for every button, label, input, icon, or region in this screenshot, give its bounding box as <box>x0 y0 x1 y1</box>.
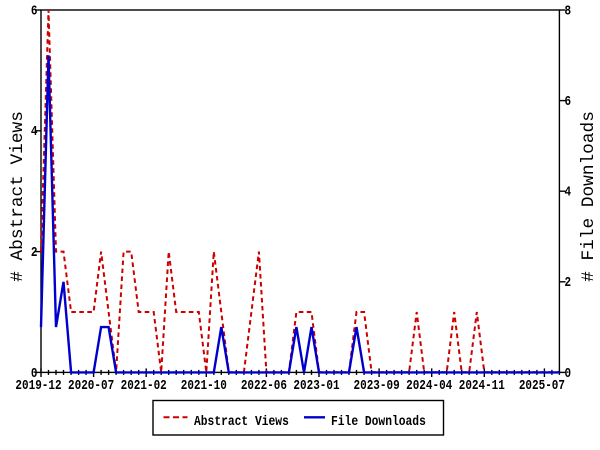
svg-text:2023-01: 2023-01 <box>293 378 339 393</box>
svg-text:6: 6 <box>31 3 38 18</box>
svg-text:File Downloads: File Downloads <box>331 414 426 429</box>
svg-text:2023-09: 2023-09 <box>354 378 400 393</box>
svg-text:2021-10: 2021-10 <box>181 378 227 393</box>
svg-text:Abstract Views: Abstract Views <box>194 414 289 429</box>
svg-text:4: 4 <box>31 124 38 139</box>
svg-text:2019-12: 2019-12 <box>15 378 61 393</box>
svg-text:0: 0 <box>31 366 38 381</box>
svg-text:# Abstract Views: # Abstract Views <box>8 111 28 282</box>
svg-text:# File Downloads: # File Downloads <box>579 111 599 282</box>
svg-text:2020-07: 2020-07 <box>68 378 114 393</box>
svg-text:2: 2 <box>565 275 572 290</box>
svg-text:2022-06: 2022-06 <box>241 378 287 393</box>
svg-text:4: 4 <box>565 185 572 200</box>
svg-text:2024-04: 2024-04 <box>406 378 452 393</box>
svg-text:2025-07: 2025-07 <box>519 378 565 393</box>
svg-text:0: 0 <box>565 366 572 381</box>
svg-text:2: 2 <box>31 245 38 260</box>
svg-text:2021-02: 2021-02 <box>121 378 167 393</box>
svg-text:2024-11: 2024-11 <box>459 378 505 393</box>
svg-text:6: 6 <box>565 94 572 109</box>
svg-text:8: 8 <box>565 3 572 18</box>
